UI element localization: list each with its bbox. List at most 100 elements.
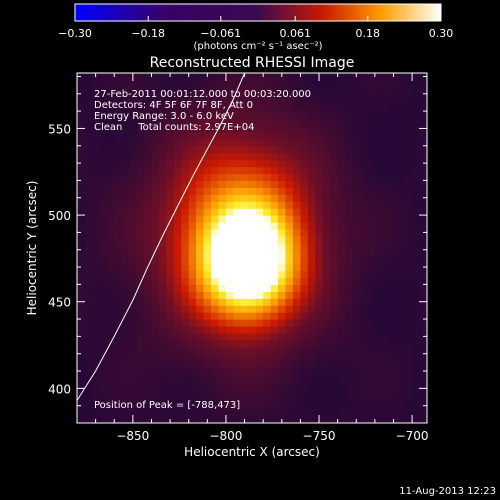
heatmap-cell <box>359 381 369 389</box>
heatmap-cell <box>345 83 354 91</box>
heatmap-cell <box>419 138 427 147</box>
heatmap-cell <box>114 360 123 369</box>
heatmap-cell <box>136 159 145 168</box>
heatmap-cell <box>166 367 175 376</box>
heatmap-cell <box>121 256 130 265</box>
heatmap-cell <box>166 291 175 299</box>
heatmap-cell <box>77 228 86 237</box>
heatmap-cell <box>330 374 339 383</box>
heatmap-cell <box>419 208 427 216</box>
heatmap-cell <box>359 83 369 91</box>
heatmap-cell <box>173 381 182 389</box>
heatmap-cell <box>292 388 302 396</box>
heatmap-cell <box>389 208 398 216</box>
heatmap-cell <box>374 277 383 285</box>
heatmap-cell <box>412 409 421 417</box>
heatmap-cell <box>225 97 234 105</box>
heatmap-cell <box>211 388 220 396</box>
heatmap-cell <box>211 381 220 389</box>
heatmap-cell <box>240 173 249 182</box>
heatmap-cell <box>77 277 86 285</box>
heatmap-cell <box>211 194 220 202</box>
heatmap-cell <box>99 208 108 216</box>
heatmap-cell <box>173 416 182 423</box>
heatmap-cell <box>374 360 383 369</box>
heatmap-cell <box>330 124 339 133</box>
heatmap-cell <box>233 194 242 202</box>
heatmap-cell <box>374 256 383 265</box>
heatmap-cell <box>211 291 220 299</box>
heatmap-cell <box>374 228 383 237</box>
heatmap-cell <box>419 305 427 313</box>
heatmap-cell <box>359 249 369 258</box>
heatmap-cell <box>359 409 369 417</box>
heatmap-cell <box>322 97 331 105</box>
heatmap-cell <box>382 76 391 84</box>
heatmap-cell <box>419 319 427 327</box>
heatmap-cell <box>300 215 309 223</box>
heatmap-cell <box>151 409 160 417</box>
heatmap-cell <box>121 222 130 230</box>
heatmap-cell <box>84 187 93 195</box>
heatmap-cell <box>359 339 369 348</box>
heatmap-cell <box>188 104 197 112</box>
heatmap-cell <box>292 242 302 251</box>
heatmap-cell <box>404 222 413 230</box>
heatmap-cell <box>129 97 138 105</box>
heatmap-cell <box>99 346 108 355</box>
heatmap-cell <box>367 187 376 195</box>
heatmap-cell <box>278 138 287 147</box>
heatmap-cell <box>173 374 182 383</box>
heatmap-cell <box>225 83 234 91</box>
heatmap-cell <box>106 187 115 195</box>
heatmap-cell <box>91 305 100 313</box>
heatmap-cell <box>196 284 205 292</box>
heatmap-cell <box>77 111 86 119</box>
heatmap-cell <box>352 332 361 341</box>
heatmap-cell <box>211 180 220 188</box>
heatmap-cell <box>173 166 182 175</box>
heatmap-cell <box>211 173 220 182</box>
heatmap-cell <box>121 159 130 168</box>
heatmap-cell <box>367 409 376 417</box>
peak-position-label: Position of Peak = [-788,473] <box>94 400 240 411</box>
colorbar-tick-label: −0.18 <box>131 27 165 40</box>
heatmap-cell <box>263 325 272 334</box>
heatmap-cell <box>136 277 145 285</box>
heatmap-cell <box>382 208 391 216</box>
heatmap-cell <box>114 367 123 376</box>
heatmap-cell <box>196 298 205 306</box>
heatmap-cell <box>389 187 398 195</box>
heatmap-cell <box>203 388 212 396</box>
heatmap-cell <box>136 138 145 147</box>
heatmap-cell <box>352 201 361 209</box>
heatmap-cell <box>330 235 339 244</box>
heatmap-cell <box>389 104 398 112</box>
heatmap-cell <box>389 346 398 355</box>
heatmap-cell <box>263 187 272 195</box>
heatmap-cell <box>359 284 369 292</box>
heatmap-cell <box>255 73 264 78</box>
heatmap-cell <box>106 180 115 188</box>
heatmap-cell <box>248 159 257 168</box>
heatmap-cell <box>285 187 294 195</box>
heatmap-cell <box>382 104 391 112</box>
heatmap-cell <box>121 73 130 78</box>
heatmap-cell <box>322 201 331 209</box>
heatmap-cell <box>121 416 130 423</box>
heatmap-cell <box>300 242 309 251</box>
heatmap-cell <box>77 402 86 410</box>
heatmap-cell <box>240 339 249 348</box>
heatmap-cell <box>211 277 220 285</box>
heatmap-cell <box>285 298 294 306</box>
heatmap-cell <box>307 194 316 202</box>
heatmap-cell <box>270 284 279 292</box>
heatmap-cell <box>337 104 346 112</box>
heatmap-cell <box>412 228 421 237</box>
heatmap-cell <box>188 118 197 126</box>
heatmap-cell <box>285 145 294 154</box>
heatmap-cell <box>367 339 376 348</box>
heatmap-cell <box>419 353 427 362</box>
heatmap-cell <box>300 73 309 78</box>
heatmap-cell <box>248 173 257 182</box>
